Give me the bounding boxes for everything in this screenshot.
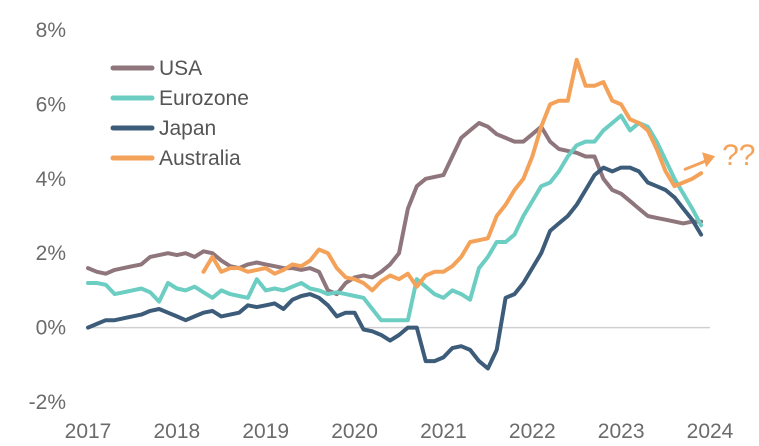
y-tick-label: 8%	[36, 19, 66, 42]
legend-label-eurozone: Eurozone	[159, 87, 249, 110]
x-tick-label: 2022	[509, 420, 556, 443]
legend-label-australia: Australia	[159, 147, 241, 170]
x-tick-label: 2020	[331, 420, 378, 443]
series-line-usa	[86, 121, 704, 297]
y-tick-label: 0%	[36, 317, 66, 340]
series-lines	[86, 57, 704, 371]
series-line-eurozone	[86, 113, 704, 323]
legend-label-japan: Japan	[159, 117, 216, 140]
legend-label-usa: USA	[159, 57, 202, 80]
y-axis-tick-labels: 8% 6% 4% 2% 0% -2%	[29, 19, 66, 414]
annotation-question-marks: ??	[722, 139, 755, 172]
y-tick-label: 6%	[36, 93, 66, 116]
x-tick-label: 2018	[153, 420, 200, 443]
y-tick-label: -2%	[29, 391, 66, 414]
annotation-arrow-head	[702, 152, 716, 168]
series-line-australia	[201, 57, 704, 293]
x-axis-tick-labels: 2017 2018 2019 2020 2021 2022 2023 2024	[65, 420, 734, 443]
y-tick-label: 2%	[36, 242, 66, 265]
x-tick-label: 2024	[687, 420, 734, 443]
x-tick-label: 2023	[598, 420, 645, 443]
annotation: ??	[683, 139, 755, 172]
x-tick-label: 2017	[65, 420, 112, 443]
y-tick-label: 4%	[36, 168, 66, 191]
x-tick-label: 2021	[420, 420, 467, 443]
x-tick-label: 2019	[242, 420, 289, 443]
annotation-arrow-line	[683, 159, 707, 171]
series-line-japan	[86, 165, 704, 371]
legend: USA Eurozone Japan Australia	[110, 57, 249, 170]
